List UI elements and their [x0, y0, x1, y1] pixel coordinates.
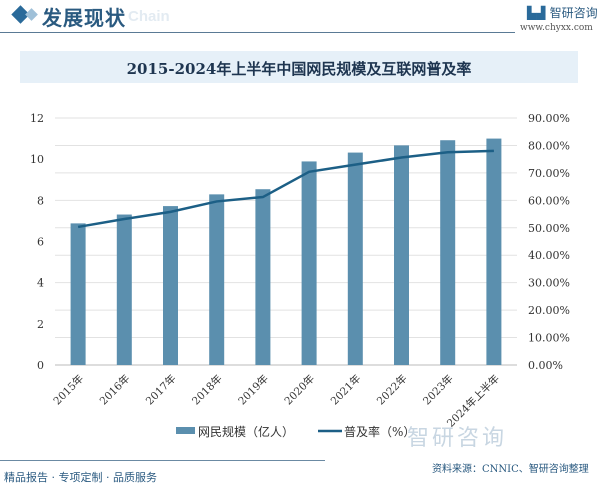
y-tick-label: 8 — [37, 194, 44, 207]
x-tick-label: 2021年 — [328, 372, 364, 408]
x-tick-label: 2015年 — [51, 372, 87, 408]
header-ghost-text: Chain — [128, 8, 170, 25]
footer-divider — [0, 460, 325, 461]
bar — [163, 206, 178, 365]
y-tick-label: 12 — [30, 112, 44, 125]
y2-tick-label: 80.00% — [528, 139, 570, 152]
section-title: 发展现状 — [42, 6, 126, 30]
y-tick-label: 2 — [37, 318, 44, 331]
x-tick-label: 2019年 — [236, 372, 272, 408]
y2-tick-label: 10.00% — [528, 332, 570, 345]
y2-tick-label: 30.00% — [528, 277, 570, 290]
bar — [440, 140, 456, 365]
title-band — [20, 51, 578, 83]
bar — [301, 161, 317, 365]
legend-label-bar: 网民规模（亿人） — [198, 424, 294, 439]
brand-name: 智研咨询 — [549, 6, 598, 20]
y2-tick-label: 60.00% — [528, 194, 570, 207]
y2-tick-label: 40.00% — [528, 249, 570, 262]
y2-tick-label: 90.00% — [528, 112, 570, 125]
y-tick-label: 6 — [37, 236, 44, 249]
bar — [347, 152, 363, 365]
x-tick-label: 2023年 — [420, 372, 456, 408]
x-tick-label: 2016年 — [97, 372, 133, 408]
y2-tick-label: 0.00% — [528, 359, 563, 372]
line-series — [77, 149, 494, 229]
x-tick-label: 2020年 — [282, 372, 318, 408]
x-tick-label: 2022年 — [374, 372, 410, 408]
x-tick-label: 2018年 — [189, 372, 225, 408]
y2-tick-label: 70.00% — [528, 167, 570, 180]
chart-title: 2015-2024年上半年中国网民规模及互联网普及率 — [126, 60, 472, 78]
bar — [70, 223, 86, 365]
y2-tick-label: 20.00% — [528, 304, 570, 317]
bar — [486, 138, 502, 365]
source-note: 资料来源：CNNIC、智研咨询整理 — [432, 464, 589, 475]
watermark: 智研咨询 — [407, 426, 508, 451]
bar — [255, 189, 271, 365]
brand-logo: ▙▟ 智研咨询 — [527, 4, 598, 21]
bar — [209, 194, 225, 365]
footer-tagline: 精品报告 · 专项定制 · 品质服务 — [4, 471, 157, 484]
y2-tick-label: 50.00% — [528, 222, 570, 235]
header-divider — [0, 32, 515, 33]
x-tick-label: 2017年 — [143, 372, 179, 408]
legend-label-line: 普及率（%） — [344, 424, 415, 439]
legend-swatch-bar — [176, 427, 195, 434]
y-tick-label: 4 — [37, 277, 44, 290]
bar — [394, 145, 409, 365]
y-tick-label: 10 — [30, 153, 44, 166]
brand-url: www.chyxx.com — [520, 23, 593, 33]
logo-icon: ▙▟ — [527, 6, 550, 20]
y-tick-label: 0 — [37, 359, 44, 372]
bar — [116, 214, 132, 365]
